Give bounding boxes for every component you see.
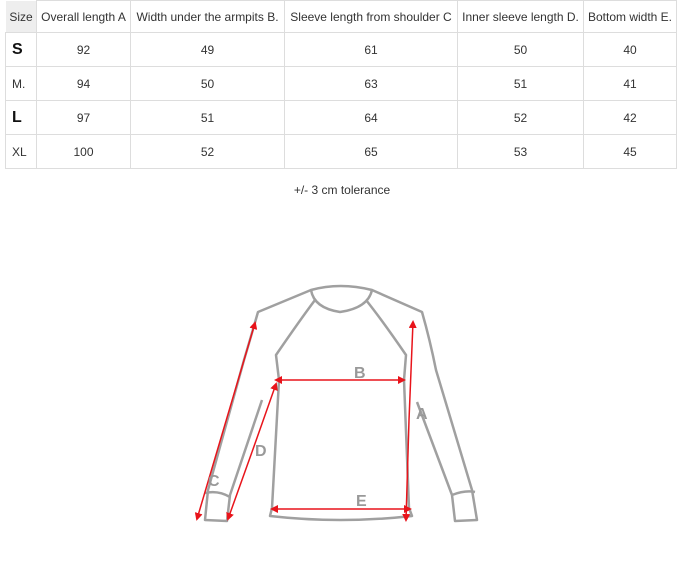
header-size: Size <box>5 0 37 33</box>
cell: 40 <box>583 32 677 67</box>
header-width-armpits: Width under the armpits B. <box>130 0 285 33</box>
cell: 100 <box>36 134 131 169</box>
cell: 64 <box>284 100 458 135</box>
label-e: E <box>356 493 367 510</box>
arrow-d <box>251 382 278 453</box>
size-cell: XL <box>5 134 37 169</box>
measurement-arrows <box>194 320 417 522</box>
label-b: B <box>354 365 366 382</box>
label-d: D <box>255 443 267 460</box>
table-row: XL 100 52 65 53 45 <box>5 134 677 169</box>
size-cell: L <box>5 100 37 135</box>
header-bottom-width: Bottom width E. <box>583 0 677 33</box>
header-inner-sleeve: Inner sleeve length D. <box>457 0 584 33</box>
cell: 65 <box>284 134 458 169</box>
header-row: Size Overall length A Width under the ar… <box>5 0 677 33</box>
cell: 52 <box>130 134 285 169</box>
table-row: L 97 51 64 52 42 <box>5 100 677 135</box>
cell: 61 <box>284 32 458 67</box>
cell: 50 <box>457 32 584 67</box>
arrow-a <box>408 320 417 421</box>
cell: 63 <box>284 66 458 101</box>
cell: 94 <box>36 66 131 101</box>
arrow-d-2 <box>226 451 253 521</box>
arrow-a-2 <box>402 419 411 522</box>
cell: 92 <box>36 32 131 67</box>
header-overall-length: Overall length A <box>36 0 131 33</box>
size-table: Size Overall length A Width under the ar… <box>5 0 677 169</box>
cell: 53 <box>457 134 584 169</box>
cell: 51 <box>457 66 584 101</box>
cell: 45 <box>583 134 677 169</box>
tolerance-note: +/- 3 cm tolerance <box>293 183 391 197</box>
arrow-c <box>225 321 258 422</box>
label-c: C <box>208 473 220 490</box>
label-a: A <box>416 406 428 423</box>
sweater-outline <box>203 284 479 523</box>
cell: 97 <box>36 100 131 135</box>
cell: 42 <box>583 100 677 135</box>
arrow-c-2 <box>194 420 227 521</box>
